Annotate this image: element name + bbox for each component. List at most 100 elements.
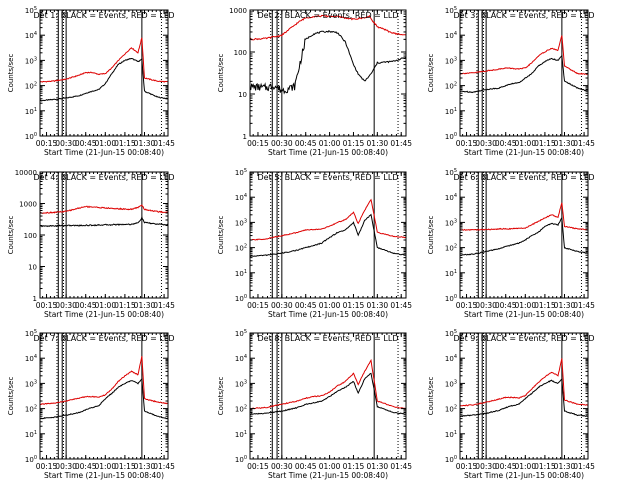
y-tick-label: 10 [238, 91, 247, 99]
x-tick-label: 00:45 [295, 301, 317, 310]
plot-frame [249, 332, 407, 460]
x-axis-label: Start Time (21-Jun-15 00:08:40) [44, 148, 164, 157]
x-tick-label: 00:30 [271, 462, 293, 471]
x-tick-label: 00:45 [495, 139, 517, 148]
y-tick-label: 103 [25, 379, 37, 388]
x-tick-label: 00:30 [475, 139, 497, 148]
y-tick-label: 104 [25, 354, 37, 363]
y-axis-label: Counts/sec [7, 54, 15, 93]
y-tick-label: 105 [445, 168, 457, 177]
x-tick-label: 01:45 [573, 301, 595, 310]
y-tick-label: 100 [24, 232, 37, 240]
x-axis-label: Start Time (21-Jun-15 00:08:40) [268, 148, 388, 157]
y-tick-label: 100 [25, 132, 37, 141]
x-tick-label: 01:30 [367, 139, 389, 148]
y-tick-label: 105 [445, 6, 457, 15]
x-tick-label: 00:15 [456, 139, 478, 148]
x-tick-label: 00:30 [475, 301, 497, 310]
y-tick-label: 101 [25, 107, 37, 116]
panel-title: Det 5: BLACK = Events, RED = LLD [258, 173, 399, 182]
x-tick-label: 01:45 [390, 139, 412, 148]
series-lld-line [39, 356, 169, 406]
y-axis-label: Counts/sec [427, 216, 435, 255]
x-tick-label: 01:30 [134, 139, 156, 148]
y-tick-label: 105 [235, 168, 247, 177]
x-axis-label: Start Time (21-Jun-15 00:08:40) [44, 471, 164, 480]
series-lld-line [249, 14, 407, 41]
series-events-line [459, 378, 589, 418]
y-axis-label: Counts/sec [7, 377, 15, 416]
x-tick-label: 00:15 [456, 462, 478, 471]
x-tick-label: 00:15 [247, 301, 269, 310]
y-tick-label: 105 [445, 329, 457, 338]
y-axis-label: Counts/sec [217, 216, 225, 255]
panel-title: Det 9: BLACK = Events, RED = LLD [454, 334, 595, 343]
x-tick-label: 01:15 [114, 139, 136, 148]
y-tick-label: 103 [445, 56, 457, 65]
x-tick-label: 01:00 [319, 462, 341, 471]
y-tick-label: 101 [235, 430, 247, 439]
x-tick-label: 00:45 [75, 462, 97, 471]
x-tick-label: 01:45 [153, 301, 175, 310]
x-tick-label: 01:15 [534, 462, 556, 471]
x-tick-label: 00:15 [36, 139, 58, 148]
x-tick-label: 01:45 [573, 139, 595, 148]
panel-title: Det 3: BLACK = Events, RED = LLD [454, 11, 595, 20]
panel-title: Det 8: BLACK = Events, RED = LLD [258, 334, 399, 343]
y-tick-label: 100 [234, 49, 247, 57]
series-events-line [249, 213, 407, 257]
y-axis-label: Counts/sec [427, 377, 435, 416]
x-tick-label: 00:45 [495, 462, 517, 471]
series-events-line [249, 372, 407, 416]
panel-det-8: 00:15 00:30 00:45 01:00 01:15 01:30 01:45 100 10… [217, 329, 412, 480]
series-events-line [460, 54, 589, 94]
y-tick-label: 102 [25, 405, 37, 414]
y-tick-label: 104 [235, 193, 247, 202]
y-tick-label: 104 [445, 354, 457, 363]
y-tick-label: 101 [235, 269, 247, 278]
x-tick-label: 00:15 [456, 301, 478, 310]
y-tick-label: 104 [445, 193, 457, 202]
x-tick-label: 01:15 [343, 301, 365, 310]
x-tick-label: 00:30 [55, 462, 77, 471]
x-tick-label: 01:30 [367, 462, 389, 471]
plot-frame [39, 332, 169, 460]
y-tick-label: 103 [235, 218, 247, 227]
x-tick-label: 01:30 [554, 462, 576, 471]
y-tick-label: 103 [445, 379, 457, 388]
x-tick-label: 00:15 [247, 139, 269, 148]
y-tick-label: 102 [445, 82, 457, 91]
y-tick-label: 101 [445, 269, 457, 278]
y-tick-label: 102 [445, 405, 457, 414]
y-tick-label: 10000 [15, 169, 37, 177]
y-tick-label: 10 [28, 264, 37, 272]
x-tick-label: 01:45 [390, 301, 412, 310]
plot-frame [459, 171, 589, 299]
x-tick-label: 01:45 [153, 139, 175, 148]
x-tick-label: 01:15 [534, 139, 556, 148]
y-tick-label: 103 [25, 56, 37, 65]
y-tick-label: 1 [243, 133, 247, 141]
y-tick-label: 102 [235, 405, 247, 414]
x-tick-label: 01:15 [343, 462, 365, 471]
plot-frame [459, 9, 589, 137]
y-axis-label: Counts/sec [7, 216, 15, 255]
y-axis-label: Counts/sec [217, 54, 225, 93]
x-tick-label: 00:45 [75, 301, 97, 310]
x-tick-label: 01:00 [94, 301, 116, 310]
y-tick-label: 103 [445, 218, 457, 227]
x-tick-label: 01:00 [94, 462, 116, 471]
y-tick-label: 1 [33, 295, 37, 303]
panel-title: Det 7: BLACK = Events, RED = LLD [34, 334, 175, 343]
panel-title: Det 2: BLACK = Events, RED = LLD [258, 11, 399, 20]
series-events-line [249, 30, 407, 95]
x-tick-label: 01:30 [554, 301, 576, 310]
x-tick-label: 01:30 [554, 139, 576, 148]
x-tick-label: 01:00 [319, 139, 341, 148]
x-tick-label: 00:45 [495, 301, 517, 310]
panel-title: Det 6: BLACK = Events, RED = LLD [454, 173, 595, 182]
x-tick-label: 01:15 [534, 301, 556, 310]
